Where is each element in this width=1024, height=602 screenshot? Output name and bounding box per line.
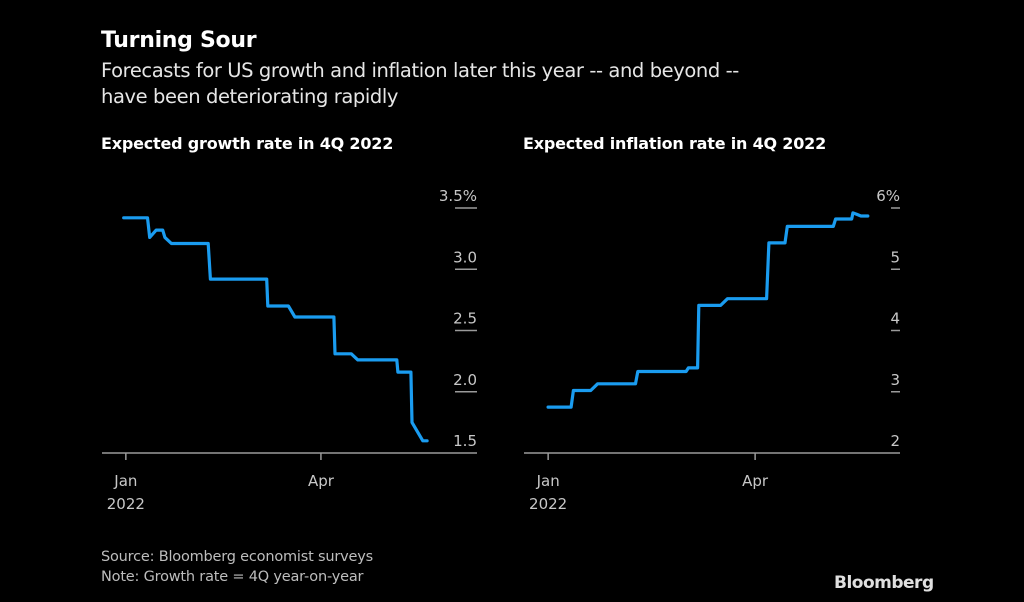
growth-x-tick-label: Jan [113, 472, 137, 490]
subtitle-line-1: Forecasts for US growth and inflation la… [101, 59, 739, 82]
growth-y-tick-label: 1.5 [453, 432, 477, 450]
footer-notes: Source: Bloomberg economist surveys Note… [101, 547, 373, 587]
growth-note: Note: Growth rate = 4Q year-on-year [101, 569, 364, 585]
inflation-y-tick-label: 2 [890, 432, 900, 450]
inflation-x-tick-label: Apr [742, 472, 769, 490]
subtitle-line-2: have been deteriorating rapidly [101, 85, 399, 108]
inflation-y-tick-label: 6% [876, 187, 900, 205]
growth-chart-title: Expected growth rate in 4Q 2022 [101, 134, 394, 153]
inflation-chart-title: Expected inflation rate in 4Q 2022 [523, 134, 827, 153]
inflation-series-line [546, 211, 870, 409]
growth-y-tick-label: 3.0 [453, 248, 477, 266]
chart-title-main: Turning Sour [101, 28, 257, 53]
inflation-x-tick-label: Jan [536, 472, 560, 490]
inflation-y-tick-label: 4 [890, 310, 900, 328]
growth-y-tick-label: 2.0 [453, 371, 477, 389]
inflation-x-tick-sublabel: 2022 [529, 495, 567, 513]
growth-x-tick-label: Apr [308, 472, 335, 490]
inflation-y-tick-label: 5 [890, 248, 900, 266]
source-note: Source: Bloomberg economist surveys [101, 549, 373, 565]
chart-subtitle: Forecasts for US growth and inflation la… [101, 58, 901, 110]
inflation-y-tick-label: 3 [890, 371, 900, 389]
bloomberg-logo: Bloomberg [834, 573, 934, 593]
growth-y-tick-label: 3.5% [439, 187, 477, 205]
growth-series-line [122, 216, 429, 443]
growth-x-tick-sublabel: 2022 [107, 495, 145, 513]
growth-y-tick-label: 2.5 [453, 310, 477, 328]
